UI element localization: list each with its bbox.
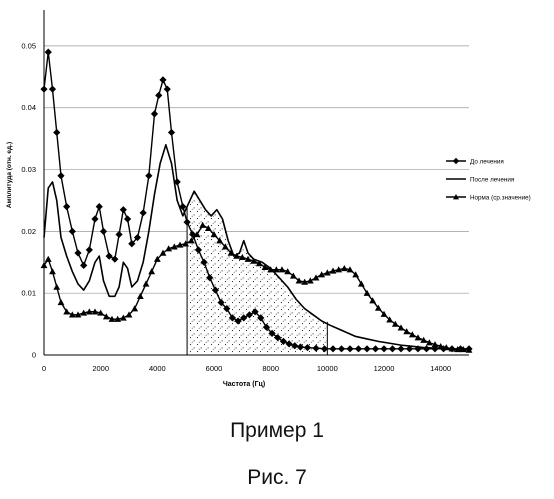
legend-label: До лечения (470, 158, 504, 165)
x-tick-label: 14000 (430, 364, 451, 373)
diamond-marker (151, 110, 158, 117)
x-axis-label: Частота (Гц) (223, 381, 265, 388)
triangle-marker (143, 281, 150, 287)
diamond-marker (45, 48, 52, 55)
diamond-marker (86, 246, 93, 253)
diamond-marker (96, 203, 103, 210)
triangle-marker (63, 308, 70, 314)
legend-item: До лечения (446, 158, 504, 166)
triangle-marker (58, 299, 65, 305)
diamond-marker (120, 206, 127, 213)
x-tick-label: 4000 (149, 364, 166, 373)
triangle-marker (148, 268, 155, 274)
diamond-marker (355, 345, 362, 352)
diamond-marker (423, 345, 430, 352)
triangle-marker (120, 315, 127, 321)
diamond-marker (111, 256, 118, 263)
legend-item: Норма (ср.значение) (446, 194, 531, 201)
diamond-marker (329, 345, 336, 352)
diamond-marker (164, 86, 171, 93)
diamond-marker (91, 215, 98, 222)
triangle-marker (131, 305, 138, 311)
x-tick-label: 12000 (374, 364, 395, 373)
diamond-marker (453, 158, 459, 164)
x-tick-label: 2000 (92, 364, 109, 373)
triangle-marker (403, 328, 410, 334)
y-tick-label: 0.01 (21, 289, 36, 298)
diamond-marker (74, 249, 81, 256)
diamond-marker (363, 345, 370, 352)
diamond-marker (106, 252, 113, 259)
diamond-marker (397, 345, 404, 352)
triangle-marker (341, 265, 348, 271)
triangle-marker (358, 281, 365, 287)
diamond-marker (57, 172, 64, 179)
diamond-marker (49, 86, 56, 93)
x-tick-label: 6000 (206, 364, 223, 373)
x-tick-label: 10000 (317, 364, 338, 373)
diamond-marker (53, 129, 60, 136)
diamond-marker (346, 345, 353, 352)
y-tick-label: 0.03 (21, 165, 36, 174)
y-tick-label: 0.04 (21, 103, 36, 112)
legend-label: После лечения (470, 176, 514, 183)
diamond-marker (69, 228, 76, 235)
triangle-marker (398, 324, 405, 330)
legend: До лечения После лечения Норма (ср.значени… (446, 158, 531, 202)
triangle-marker (313, 274, 320, 280)
y-tick-label: 0 (32, 351, 36, 360)
y-tick-label: 0.02 (21, 227, 36, 236)
triangle-marker (409, 331, 416, 337)
diamond-marker (115, 231, 122, 238)
triangle-marker (45, 256, 52, 262)
x-tick-label: 8000 (262, 364, 279, 373)
triangle-marker (137, 293, 144, 299)
diamond-marker (168, 129, 175, 136)
triangle-marker (415, 334, 422, 340)
diamond-marker (372, 345, 379, 352)
diamond-marker (80, 262, 87, 269)
diamond-marker (140, 209, 147, 216)
legend-item: После лечения (446, 176, 514, 183)
triangle-marker (53, 284, 60, 290)
legend-label: Норма (ср.значение) (470, 194, 531, 201)
diamond-marker (63, 203, 70, 210)
diamond-marker (124, 215, 131, 222)
triangle-marker (307, 277, 314, 283)
figure-caption: Рис. 7 (0, 466, 554, 490)
y-tick-label: 0.05 (21, 41, 36, 50)
x-tick-label: 0 (42, 364, 46, 373)
diamond-marker (40, 86, 47, 93)
triangle-marker (49, 268, 56, 274)
diamond-marker (100, 228, 107, 235)
triangle-marker (103, 313, 110, 319)
y-axis-label: Амплитуда (отн. ед.) (6, 142, 13, 208)
diamond-marker (159, 76, 166, 83)
diamond-marker (380, 345, 387, 352)
chart-canvas: 0 0.01 0.02 0.03 0.04 0.05 0 2000 4000 6000 8000 10… (0, 0, 554, 400)
diamond-marker (145, 172, 152, 179)
diamond-marker (338, 345, 345, 352)
example-caption: Пример 1 (0, 419, 554, 443)
diamond-marker (155, 92, 162, 99)
diamond-marker (389, 345, 396, 352)
